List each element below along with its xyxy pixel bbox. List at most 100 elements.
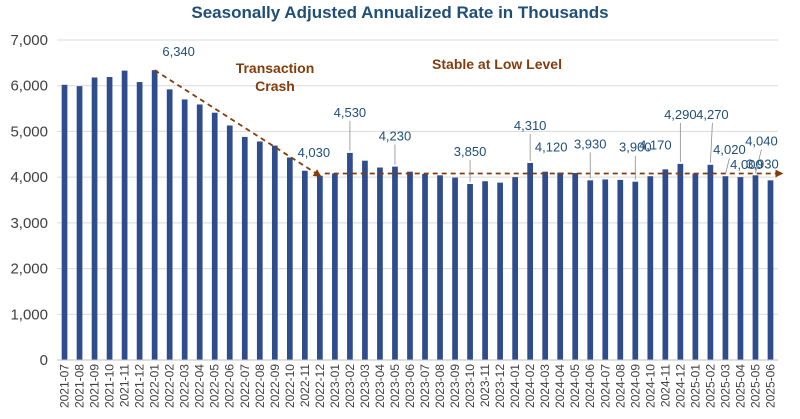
bar: [572, 173, 579, 360]
x-tick-label: 2022-04: [193, 364, 207, 408]
x-tick-label: 2022-07: [238, 364, 252, 408]
bar: [106, 77, 113, 360]
data-label: 4,310: [514, 118, 547, 133]
bar: [512, 177, 518, 360]
data-label: 4,020: [713, 142, 746, 157]
data-label: 3,930: [574, 136, 607, 151]
bar: [482, 181, 488, 360]
trend-line: [154, 69, 322, 177]
y-tick-label: 2,000: [10, 261, 48, 278]
data-label: 4,270: [696, 107, 729, 122]
bar: [241, 136, 248, 360]
y-axis-tick-labels: 0 1,000 2,000 3,000 4,000 5,000 6,000 7,000: [10, 32, 48, 369]
bar: [587, 180, 594, 360]
x-tick-label: 2022-06: [223, 364, 237, 408]
data-label: 4,230: [379, 129, 412, 144]
x-tick-label: 2023-07: [418, 364, 432, 408]
x-tick-label: 2025-04: [733, 364, 747, 408]
x-tick-label: 2022-03: [178, 364, 192, 408]
gridlines: [57, 39, 778, 315]
y-tick-label: 4,000: [10, 169, 48, 186]
bar: [617, 179, 624, 360]
bar: [226, 125, 233, 361]
bar: [166, 89, 173, 361]
x-tick-label: 2025-06: [763, 364, 777, 408]
bar: [767, 180, 774, 360]
x-tick-label: 2024-02: [523, 364, 537, 408]
annotation-text: Transaction: [236, 60, 315, 76]
x-tick-label: 2024-12: [673, 364, 687, 408]
y-tick-label: 7,000: [10, 32, 48, 49]
bar: [707, 164, 714, 360]
x-tick-label: 2025-01: [688, 364, 702, 408]
bar: [422, 173, 428, 360]
x-tick-label: 2025-03: [718, 364, 732, 408]
y-tick-label: 3,000: [10, 215, 48, 232]
x-tick-label: 2023-02: [343, 364, 357, 408]
x-tick-label: 2024-08: [613, 364, 627, 408]
x-tick-label: 2024-09: [628, 364, 642, 408]
x-tick-label: 2023-04: [373, 364, 387, 408]
bar: [271, 145, 278, 360]
x-tick-label: 2023-12: [493, 364, 507, 408]
x-tick-label: 2023-05: [388, 364, 402, 408]
bar: [362, 160, 368, 360]
x-axis-tick-labels: 2021-07 2021-08 2021-09 2021-10 2021-11 2021-…: [58, 364, 778, 408]
x-tick-label: 2023-09: [448, 364, 462, 408]
x-tick-label: 2023-08: [433, 364, 447, 408]
x-tick-label: 2025-05: [748, 364, 762, 408]
x-tick-label: 2024-05: [568, 364, 582, 408]
x-tick-label: 2022-02: [163, 364, 177, 408]
x-tick-label: 2023-01: [328, 364, 342, 408]
bar: [181, 99, 188, 361]
bar: [317, 175, 323, 360]
data-label: 4,530: [334, 105, 367, 120]
x-tick-label: 2022-11: [298, 364, 312, 407]
x-tick-label: 2024-11: [658, 364, 672, 407]
data-label: 4,120: [535, 140, 568, 155]
bar: [452, 177, 458, 360]
x-tick-label: 2022-01: [148, 364, 162, 408]
annotation-text: Stable at Low Level: [432, 56, 562, 72]
x-tick-label: 2024-06: [583, 364, 597, 408]
bar: [256, 141, 263, 360]
bar: [752, 175, 759, 360]
x-tick-label: 2022-05: [208, 364, 222, 408]
x-tick-label: 2024-03: [538, 364, 552, 408]
bars: [61, 70, 774, 361]
bar: [437, 175, 443, 360]
bar: [347, 152, 353, 360]
bar: [407, 171, 413, 360]
x-tick-label: 2023-06: [403, 364, 417, 408]
chart-title: Seasonally Adjusted Annualized Rate in T…: [191, 3, 608, 22]
bar: [377, 167, 383, 360]
x-tick-label: 2022-09: [268, 364, 282, 408]
x-tick-label: 2023-10: [463, 364, 477, 408]
data-label: 4,030: [298, 145, 331, 160]
bar: [91, 77, 98, 361]
x-tick-label: 2021-07: [58, 364, 72, 408]
annotation-text: Crash: [255, 78, 295, 94]
x-tick-label: 2025-02: [703, 364, 717, 408]
y-tick-label: 5,000: [10, 123, 48, 140]
x-tick-label: 2021-11: [118, 364, 132, 407]
x-tick-label: 2022-12: [313, 364, 327, 408]
bar: [557, 172, 564, 360]
data-label: 4,290: [664, 107, 697, 122]
x-tick-label: 2024-01: [508, 364, 522, 408]
annotations: Transaction Crash Stable at Low Level: [236, 56, 562, 94]
bar: [542, 171, 549, 360]
y-tick-label: 0: [40, 352, 48, 369]
bar: [196, 104, 203, 361]
bar: [722, 176, 729, 360]
x-tick-label: 2021-12: [133, 364, 147, 408]
bar: [76, 86, 83, 361]
bar: [136, 82, 143, 360]
bar: [61, 84, 68, 361]
data-label-leader: [755, 149, 762, 174]
bar: [332, 173, 338, 360]
y-tick-label: 6,000: [10, 78, 48, 95]
bar: [527, 162, 534, 360]
bar: [121, 70, 128, 360]
